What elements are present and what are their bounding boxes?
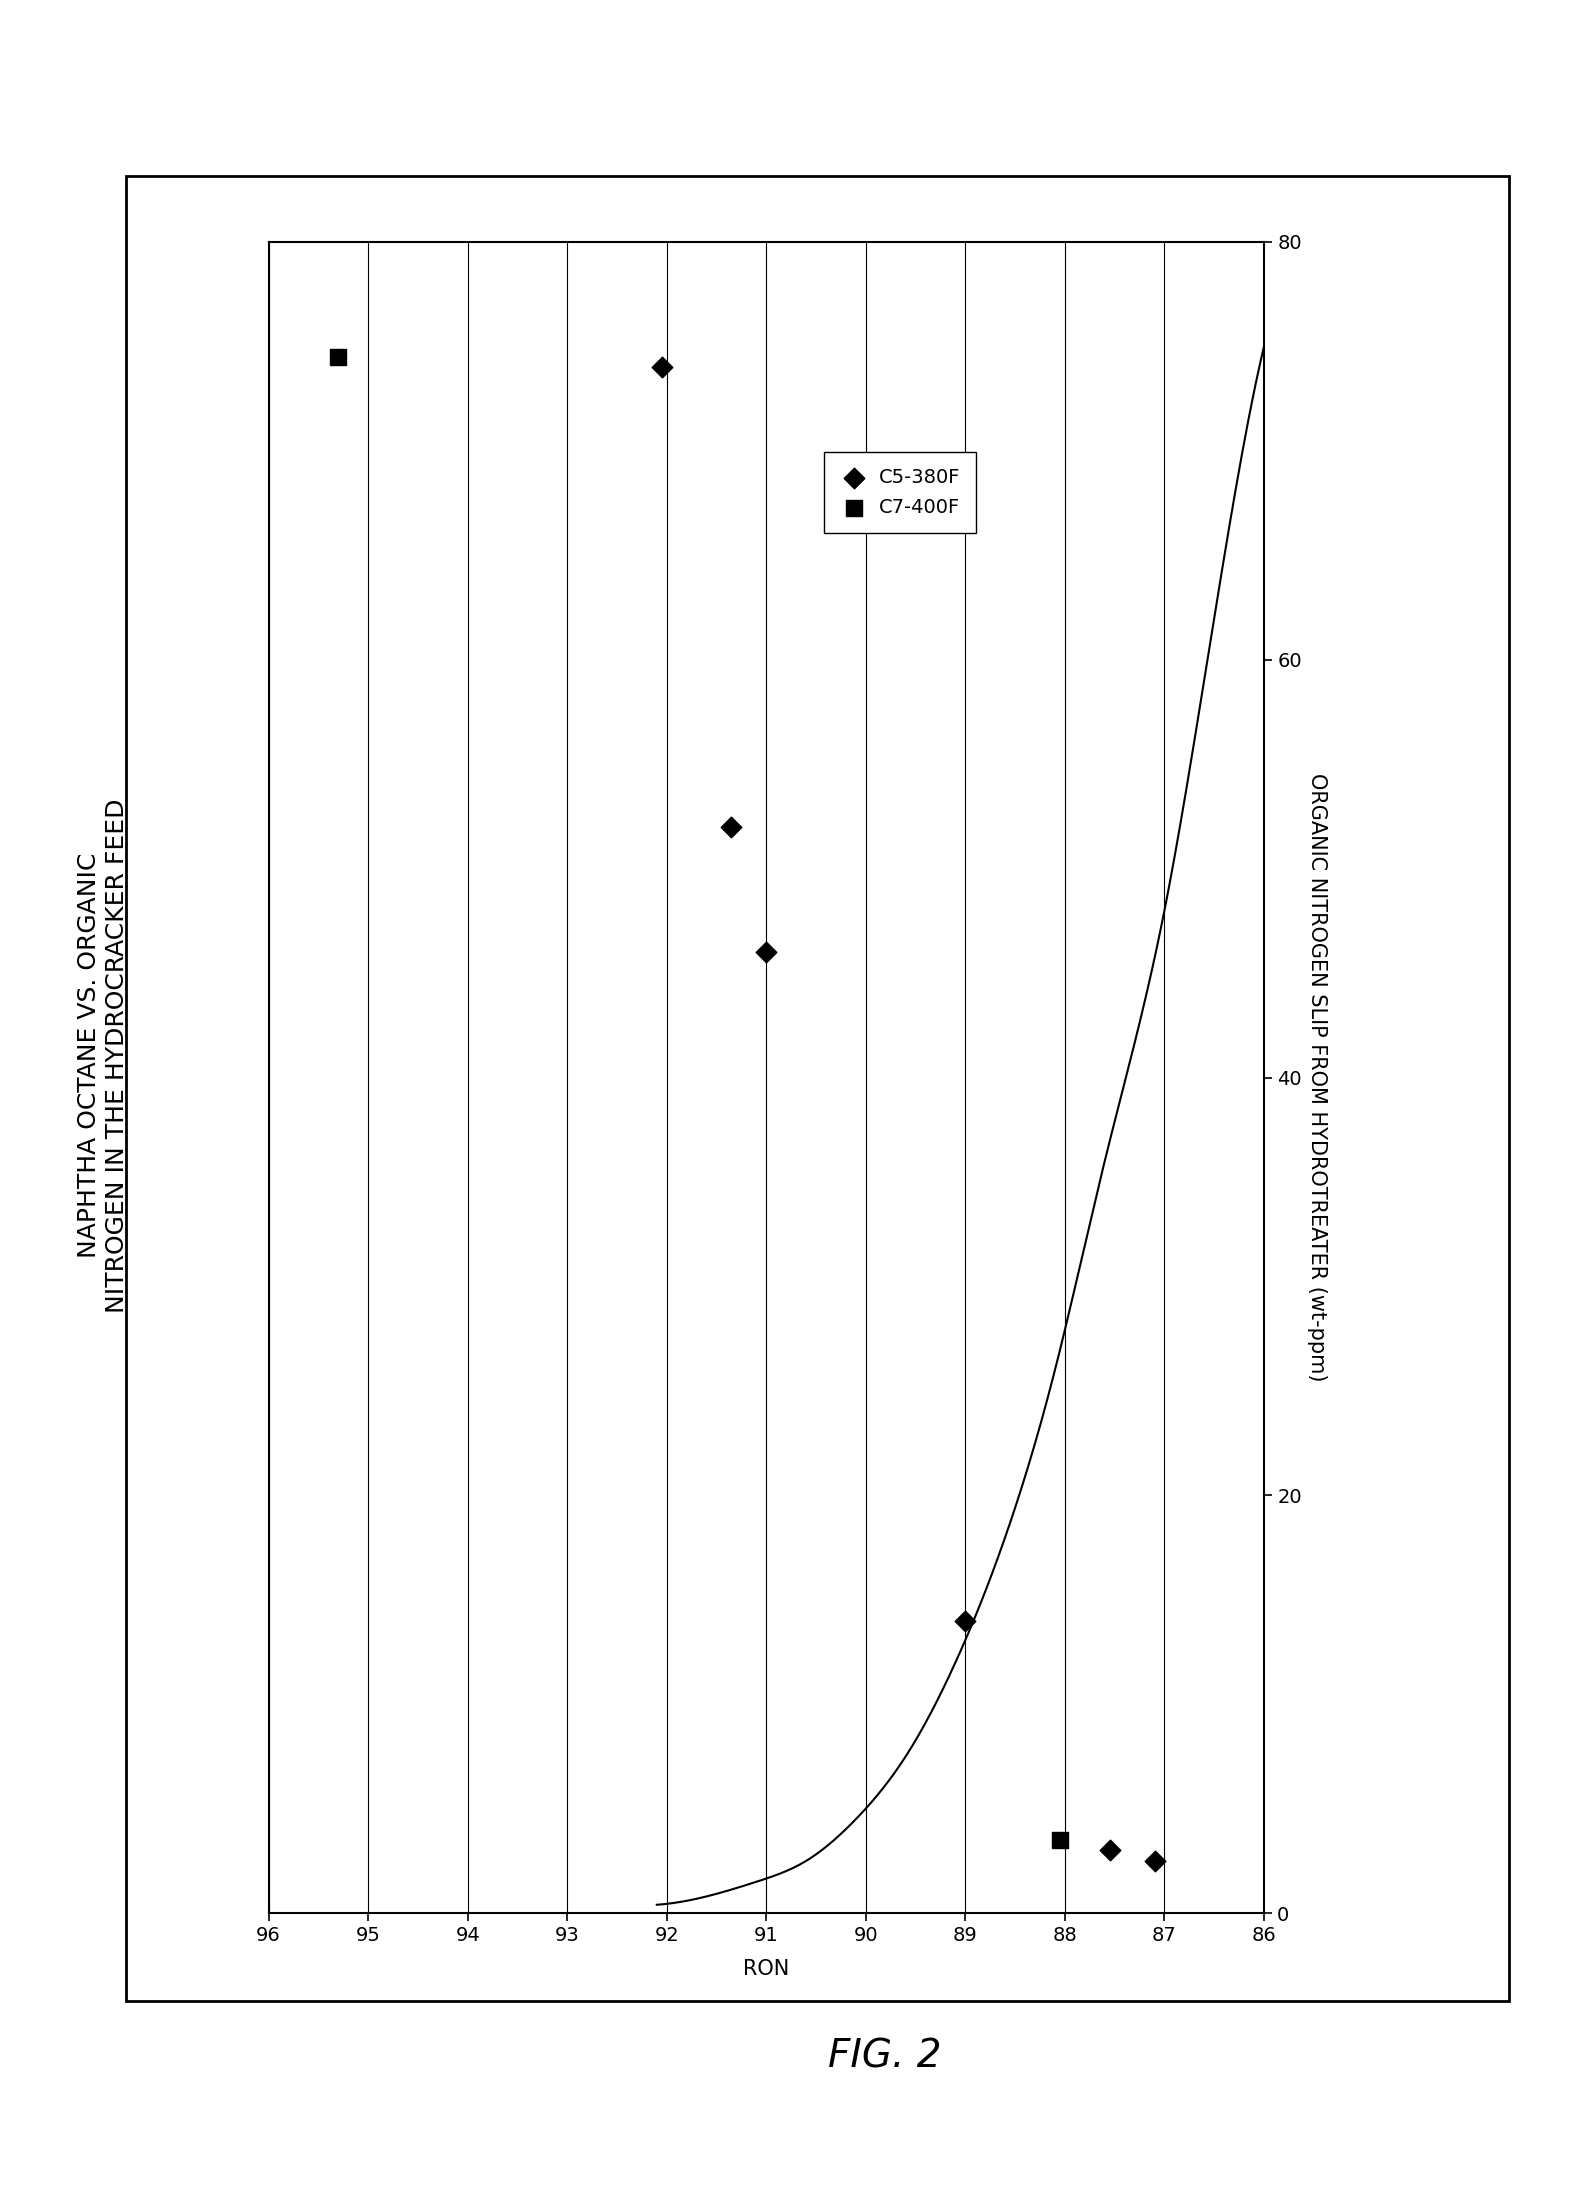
C7-400F (1048, 1823, 1073, 1858)
C5-380F (953, 1603, 978, 1638)
Text: FIG. 2: FIG. 2 (828, 2036, 942, 2076)
C5-380F (649, 350, 675, 385)
X-axis label: RON: RON (743, 1959, 790, 1979)
C5-380F (1097, 1834, 1122, 1869)
C5-380F (719, 809, 744, 844)
C7-400F (325, 339, 351, 374)
Legend: C5-380F, C7-400F: C5-380F, C7-400F (825, 453, 975, 532)
C5-380F (1142, 1843, 1168, 1878)
Y-axis label: ORGANIC NITROGEN SLIP FROM HYDROTREATER (wt-ppm): ORGANIC NITROGEN SLIP FROM HYDROTREATER … (1307, 774, 1327, 1381)
C5-380F (754, 935, 779, 970)
Text: NAPHTHA OCTANE VS. ORGANIC
NITROGEN IN THE HYDROCRACKER FEED: NAPHTHA OCTANE VS. ORGANIC NITROGEN IN T… (77, 798, 128, 1313)
